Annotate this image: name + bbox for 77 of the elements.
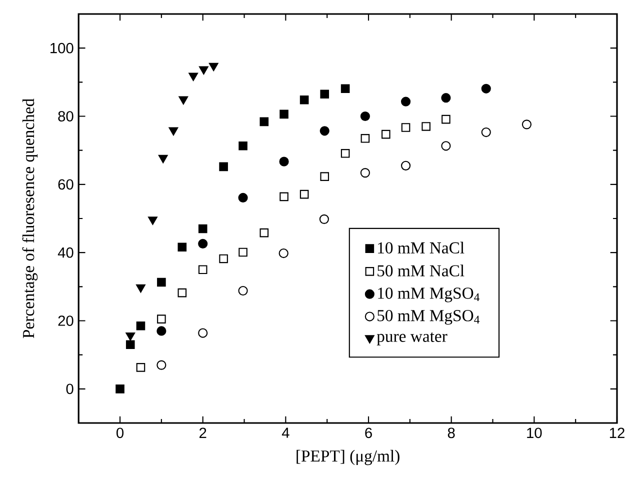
- point: [238, 248, 248, 257]
- y-tick-label: 100: [50, 42, 74, 54]
- point: [340, 148, 350, 158]
- point: [441, 93, 451, 103]
- point: [441, 141, 451, 151]
- x-tick-label: 10: [527, 428, 542, 438]
- point: [156, 360, 166, 370]
- point: [158, 154, 168, 164]
- point: [126, 340, 135, 350]
- point: [238, 192, 248, 203]
- point: [198, 224, 208, 234]
- x-tick-label: 12: [610, 428, 624, 438]
- point: [156, 326, 166, 336]
- point: [300, 190, 309, 199]
- point: [279, 156, 289, 166]
- point: [422, 122, 430, 131]
- point: [136, 321, 146, 330]
- point: [400, 160, 411, 170]
- x-tick-label: 8: [448, 428, 455, 438]
- point: [481, 127, 491, 138]
- point: [360, 168, 370, 178]
- y-tick-label: 0: [66, 384, 74, 394]
- point: [260, 228, 269, 238]
- point: [157, 278, 166, 287]
- point: [208, 62, 218, 72]
- point: [280, 110, 288, 119]
- point: [400, 96, 411, 106]
- x-tick-label: 4: [282, 428, 290, 438]
- point: [157, 314, 166, 324]
- point: [442, 114, 450, 124]
- point: [178, 288, 187, 298]
- point: [382, 130, 390, 139]
- point: [219, 254, 228, 264]
- point: [188, 72, 198, 82]
- point: [481, 84, 491, 94]
- point: [260, 117, 269, 126]
- legend-label: 10 mM MgSO$_{4}$: [378, 288, 480, 302]
- point: [136, 363, 146, 372]
- point: [320, 126, 330, 136]
- x-tick-label: 2: [200, 428, 206, 438]
- point: [238, 142, 248, 150]
- point: [401, 123, 410, 132]
- point: [148, 216, 158, 225]
- point: [198, 66, 208, 75]
- legend-label: pure water: [376, 332, 448, 346]
- y-axis-title: Percentage of fluoresence quenched: [22, 98, 38, 338]
- point: [360, 134, 370, 143]
- point: [319, 214, 329, 224]
- legend-label: 50 mM MgSO$_{4}$: [378, 310, 480, 325]
- y-tick-label: 40: [58, 247, 74, 258]
- x-axis-title: [PEPT] (μg/ml): [296, 450, 400, 466]
- legend-label: 10 mM NaCl: [378, 242, 464, 254]
- y-tick-label: 60: [58, 179, 74, 190]
- x-tick-label: 0: [116, 428, 124, 438]
- point: [278, 248, 288, 258]
- point: [238, 286, 248, 296]
- point: [219, 162, 228, 172]
- point: [136, 284, 146, 293]
- x-tick-label: 6: [365, 428, 372, 438]
- point: [198, 238, 208, 249]
- point: [360, 111, 370, 122]
- y-tick-label: 20: [58, 316, 74, 326]
- point: [178, 96, 188, 105]
- point: [198, 265, 208, 274]
- point: [320, 172, 330, 181]
- point: [198, 328, 208, 338]
- y-tick-label: 80: [58, 111, 74, 122]
- point: [116, 384, 124, 394]
- point: [340, 84, 350, 94]
- point: [522, 120, 532, 130]
- point: [300, 95, 309, 104]
- point: [320, 90, 330, 98]
- point: [126, 332, 136, 341]
- point: [168, 127, 178, 136]
- legend-label: 50 mM NaCl: [378, 264, 464, 276]
- point: [178, 242, 187, 252]
- point: [280, 192, 288, 202]
